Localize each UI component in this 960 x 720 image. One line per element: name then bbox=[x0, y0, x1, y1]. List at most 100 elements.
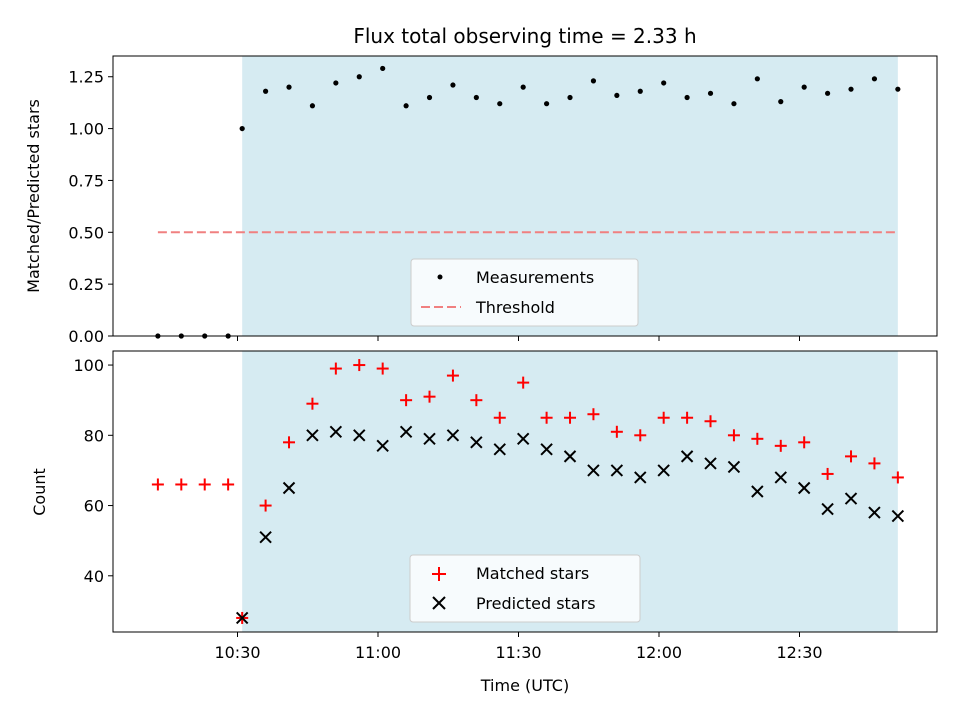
measurement-point bbox=[403, 103, 409, 109]
predicted-star-point bbox=[423, 432, 436, 446]
predicted-star-point bbox=[516, 432, 530, 446]
matched-star-point bbox=[540, 411, 553, 424]
predicted-star-point bbox=[540, 443, 553, 456]
top-legend-box bbox=[410, 258, 639, 327]
y-tick-label: 0.75 bbox=[68, 171, 104, 190]
matched-star-point bbox=[306, 397, 319, 410]
predicted-star-point bbox=[399, 425, 413, 438]
bottom-x-ticks: 10:30 11:00 11:30 12:00 12:30 bbox=[214, 632, 823, 662]
top-x-ticks bbox=[237, 336, 800, 341]
matched-star-point bbox=[446, 369, 459, 382]
matched-star-point bbox=[175, 478, 188, 491]
measurement-point bbox=[239, 125, 245, 132]
predicted-star-point bbox=[376, 439, 389, 453]
bottom-y-ticks: 40 60 80 100 bbox=[73, 356, 113, 586]
legend-matched-marker bbox=[432, 567, 446, 581]
predicted-star-point bbox=[634, 471, 647, 484]
y-tick-label: 60 bbox=[84, 497, 104, 516]
legend-predicted-marker bbox=[432, 596, 446, 610]
x-tick-label: 11:30 bbox=[495, 643, 541, 662]
predicted-star-point bbox=[704, 457, 717, 470]
x-axis-label: Time (UTC) bbox=[480, 676, 569, 695]
matched-star-point bbox=[423, 390, 436, 403]
measurement-point bbox=[614, 92, 620, 99]
matched-star-point bbox=[704, 415, 717, 428]
x-tick-label: 10:30 bbox=[214, 643, 260, 662]
y-tick-label: 100 bbox=[73, 356, 104, 375]
count-points bbox=[151, 359, 905, 625]
measurement-point bbox=[356, 74, 362, 80]
matched-star-point bbox=[329, 362, 342, 375]
bottom-legend: Matched stars Predicted stars bbox=[409, 554, 641, 623]
measurement-point bbox=[263, 88, 269, 94]
predicted-star-point bbox=[797, 481, 811, 495]
measurement-point bbox=[450, 82, 456, 88]
matched-star-point bbox=[587, 408, 600, 421]
predicted-star-point bbox=[891, 509, 905, 523]
y-tick-label: 1.25 bbox=[68, 68, 104, 87]
measurement-point bbox=[661, 80, 667, 86]
x-tick-label: 12:30 bbox=[776, 643, 822, 662]
measurement-points bbox=[155, 65, 901, 339]
predicted-star-point bbox=[680, 450, 694, 463]
measurement-point bbox=[778, 99, 784, 105]
measurement-point bbox=[754, 76, 760, 82]
matched-star-point bbox=[891, 471, 904, 484]
predicted-star-point bbox=[470, 436, 483, 449]
matched-star-point bbox=[470, 394, 483, 407]
matched-star-point bbox=[868, 457, 881, 470]
chart-title: Flux total observing time = 2.33 h bbox=[353, 24, 696, 48]
legend-measurements-label: Measurements bbox=[476, 268, 594, 287]
matched-star-point bbox=[400, 394, 413, 407]
matched-star-point bbox=[610, 425, 623, 438]
matched-star-point bbox=[845, 450, 858, 463]
x-tick-label: 11:00 bbox=[355, 643, 401, 662]
bottom-plot-frame bbox=[112, 350, 938, 633]
matched-star-point bbox=[751, 432, 764, 445]
measurement-point bbox=[848, 86, 854, 92]
predicted-star-point bbox=[329, 425, 343, 438]
predicted-star-point bbox=[353, 429, 366, 442]
y-tick-label: 0.00 bbox=[68, 327, 104, 346]
matched-star-point bbox=[353, 359, 366, 372]
measurement-point bbox=[544, 101, 550, 107]
y-tick-label: 80 bbox=[84, 426, 104, 445]
measurement-point bbox=[637, 88, 643, 94]
measurement-point bbox=[895, 86, 901, 92]
y-tick-label: 1.00 bbox=[68, 120, 104, 139]
predicted-star-point bbox=[844, 492, 858, 505]
predicted-star-point bbox=[587, 464, 600, 477]
matched-star-point bbox=[657, 411, 670, 424]
matched-star-point bbox=[259, 499, 272, 512]
measurement-point bbox=[801, 84, 807, 90]
matched-star-point bbox=[517, 376, 530, 389]
predicted-star-point bbox=[235, 611, 249, 625]
predicted-star-point bbox=[493, 443, 506, 456]
top-y-axis-label: Matched/Predicted stars bbox=[24, 99, 43, 293]
matched-star-point bbox=[283, 436, 296, 449]
measurement-point bbox=[871, 76, 878, 82]
predicted-star-point bbox=[868, 506, 881, 519]
y-tick-label: 40 bbox=[84, 567, 104, 586]
measurement-point bbox=[707, 90, 714, 96]
bottom-panel: 40 60 80 100 10:30 11:00 11:30 12:00 12:30 Coun… bbox=[30, 350, 938, 695]
predicted-star-point bbox=[774, 471, 787, 484]
predicted-star-point bbox=[306, 429, 319, 442]
measurement-point bbox=[309, 103, 316, 109]
bottom-y-axis-label: Count bbox=[30, 468, 49, 516]
matched-star-point bbox=[774, 439, 787, 452]
matched-star-point bbox=[821, 467, 834, 480]
legend-threshold-label: Threshold bbox=[475, 298, 555, 317]
measurement-point bbox=[380, 65, 386, 72]
measurement-point bbox=[684, 94, 690, 101]
predicted-star-point bbox=[727, 460, 741, 474]
matched-star-point bbox=[222, 478, 235, 491]
legend-measurements-marker bbox=[437, 274, 443, 280]
predicted-star-point bbox=[751, 485, 764, 498]
legend-matched-label: Matched stars bbox=[476, 564, 589, 583]
matched-star-point bbox=[376, 362, 389, 375]
top-legend: Measurements Threshold bbox=[410, 258, 639, 327]
predicted-star-point bbox=[821, 502, 834, 516]
predicted-star-point bbox=[563, 450, 577, 463]
